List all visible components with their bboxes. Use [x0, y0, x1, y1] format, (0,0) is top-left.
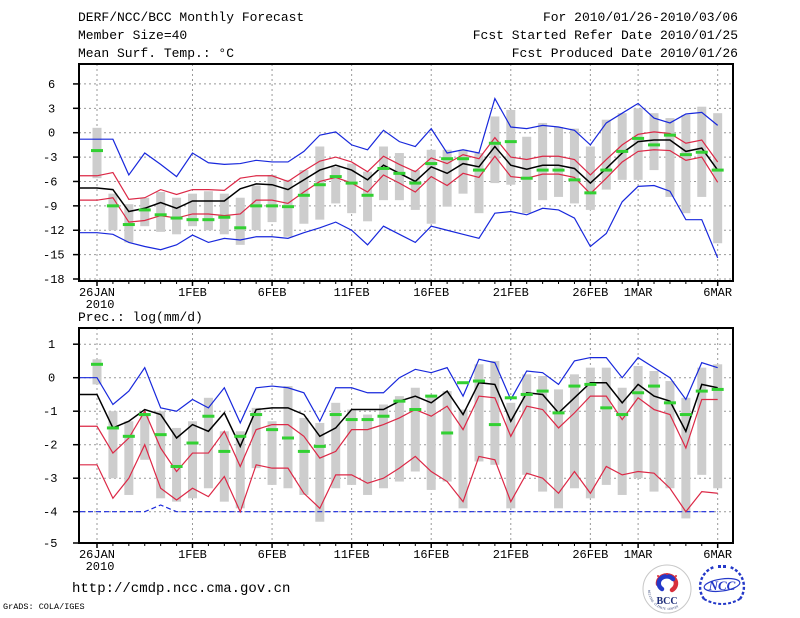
svg-text:-2: -2	[43, 439, 57, 453]
svg-text:1MAR: 1MAR	[624, 286, 653, 300]
precip-chart-title: Prec.: log(mm/d)	[78, 310, 203, 325]
bcc-swirl-icon	[655, 573, 679, 593]
ncc-logo-text: NCC	[708, 578, 736, 593]
refer-date-label: Fcst Started Refer Date 2010/01/25	[472, 28, 738, 43]
svg-text:21FEB: 21FEB	[493, 548, 529, 562]
temp-chart-title: Mean Surf. Temp.: °C	[78, 46, 235, 61]
svg-text:1FEB: 1FEB	[178, 548, 207, 562]
svg-text:-12: -12	[43, 224, 65, 238]
svg-text:6: 6	[48, 78, 55, 92]
svg-text:26JAN: 26JAN	[79, 548, 115, 562]
svg-text:26JAN: 26JAN	[79, 286, 115, 300]
svg-text:1MAR: 1MAR	[624, 548, 653, 562]
svg-text:11FEB: 11FEB	[334, 286, 370, 300]
svg-text:-5: -5	[43, 537, 57, 551]
svg-text:2010: 2010	[86, 560, 115, 574]
bcc-logo-text: BCC	[656, 596, 677, 607]
bcc-logo: BCC BEIJING CLIMATE CENTER	[642, 564, 692, 614]
svg-text:-9: -9	[43, 200, 57, 214]
svg-text:16FEB: 16FEB	[413, 548, 449, 562]
member-size-label: Member Size=40	[78, 28, 188, 43]
svg-text:-15: -15	[43, 249, 65, 263]
source-url: http://cmdp.ncc.cma.gov.cn	[72, 581, 291, 597]
svg-text:-1: -1	[43, 405, 57, 419]
svg-text:26FEB: 26FEB	[572, 286, 608, 300]
ncc-logo: NCC	[698, 565, 746, 605]
svg-text:1: 1	[48, 338, 55, 352]
svg-text:-3: -3	[43, 472, 57, 486]
svg-text:21FEB: 21FEB	[493, 286, 529, 300]
svg-text:6MAR: 6MAR	[703, 286, 732, 300]
svg-text:0: 0	[48, 127, 55, 141]
svg-text:6FEB: 6FEB	[258, 286, 287, 300]
svg-text:6MAR: 6MAR	[703, 548, 732, 562]
footer-logos: BCC BEIJING CLIMATE CENTER NCC	[642, 564, 746, 614]
svg-text:0: 0	[48, 372, 55, 386]
forecast-range-label: For 2010/01/26-2010/03/06	[542, 10, 738, 25]
svg-text:3: 3	[48, 102, 55, 116]
svg-text:-6: -6	[43, 175, 57, 189]
grads-credit: GrADS: COLA/IGES	[3, 602, 85, 612]
svg-text:26FEB: 26FEB	[572, 548, 608, 562]
svg-text:1FEB: 1FEB	[178, 286, 207, 300]
page-title: DERF/NCC/BCC Monthly Forecast	[78, 10, 305, 25]
svg-text:-3: -3	[43, 151, 57, 165]
svg-text:-18: -18	[43, 273, 65, 287]
produced-date-label: Fcst Produced Date 2010/01/26	[511, 46, 738, 61]
svg-text:2010: 2010	[86, 298, 115, 312]
svg-text:-4: -4	[43, 506, 57, 520]
svg-text:11FEB: 11FEB	[334, 548, 370, 562]
svg-text:16FEB: 16FEB	[413, 286, 449, 300]
svg-text:6FEB: 6FEB	[258, 548, 287, 562]
